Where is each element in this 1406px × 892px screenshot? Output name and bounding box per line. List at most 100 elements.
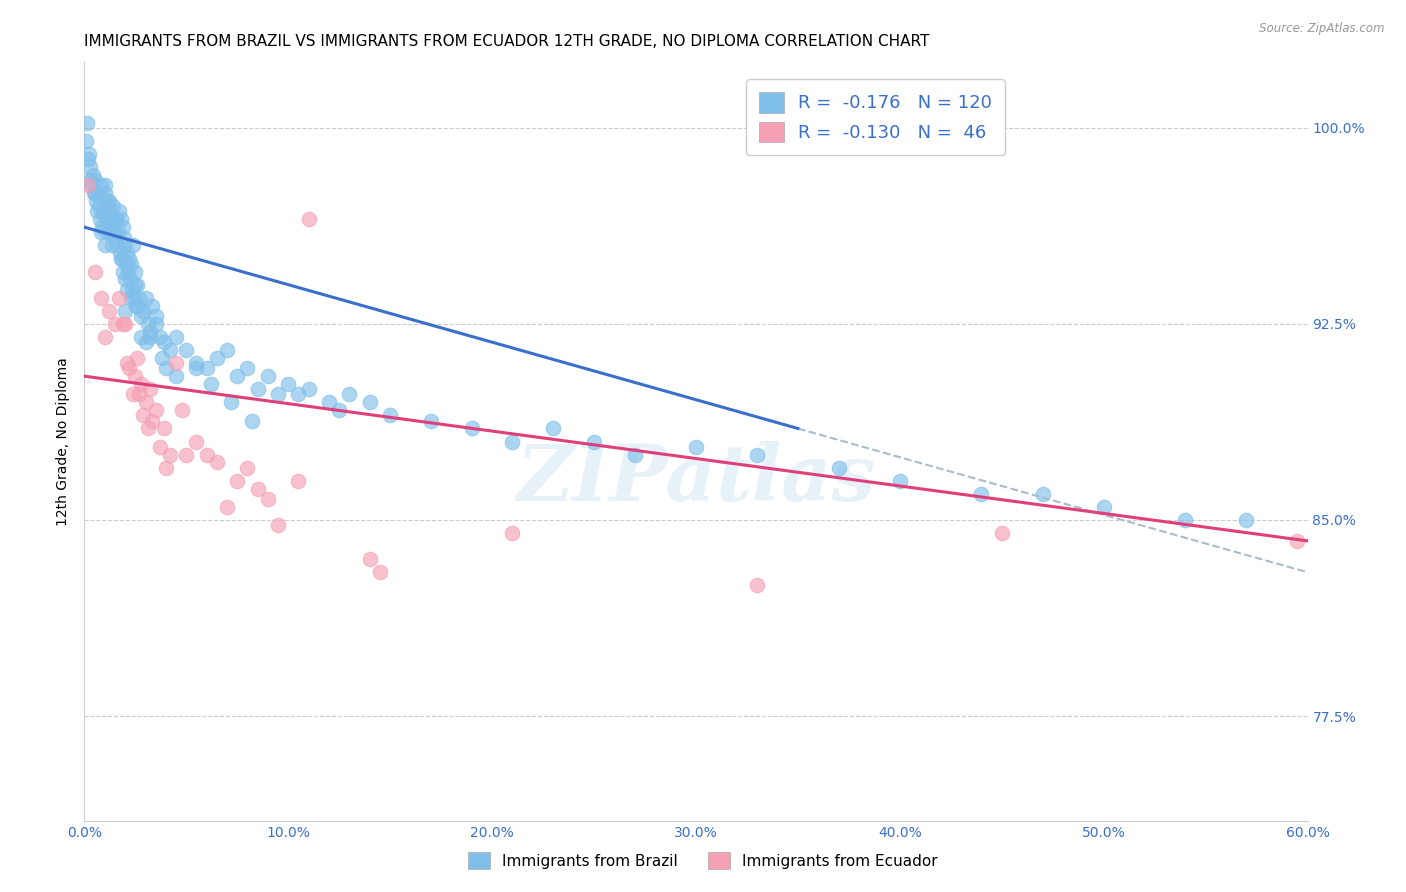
Point	[287, 387, 309, 401]
Point	[125, 299, 148, 313]
Point	[1092, 500, 1115, 514]
Point	[97, 194, 120, 208]
Point	[136, 317, 159, 331]
Point	[141, 299, 163, 313]
Point	[502, 526, 524, 541]
Point	[174, 343, 197, 357]
Point	[277, 377, 299, 392]
Point	[124, 277, 146, 292]
Point	[287, 474, 309, 488]
Point	[991, 526, 1014, 541]
Point	[747, 448, 769, 462]
Point	[186, 361, 208, 376]
Text: IMMIGRANTS FROM BRAZIL VS IMMIGRANTS FROM ECUADOR 12TH GRADE, NO DIPLOMA CORRELA: IMMIGRANTS FROM BRAZIL VS IMMIGRANTS FRO…	[84, 34, 929, 49]
Point	[136, 421, 159, 435]
Point	[114, 317, 136, 331]
Point	[97, 194, 120, 208]
Point	[115, 283, 138, 297]
Text: ZIPatlas: ZIPatlas	[516, 442, 876, 517]
Point	[128, 291, 150, 305]
Point	[127, 351, 149, 365]
Point	[135, 335, 157, 350]
Point	[318, 395, 340, 409]
Point	[108, 204, 131, 219]
Point	[112, 230, 135, 244]
Point	[127, 299, 149, 313]
Point	[104, 212, 127, 227]
Point	[83, 173, 105, 187]
Point	[145, 309, 167, 323]
Point	[138, 330, 160, 344]
Point	[359, 395, 381, 409]
Point	[236, 460, 259, 475]
Point	[159, 448, 181, 462]
Point	[104, 230, 127, 244]
Point	[970, 487, 993, 501]
Point	[112, 317, 135, 331]
Point	[110, 212, 132, 227]
Point	[155, 361, 177, 376]
Point	[257, 491, 280, 506]
Point	[298, 382, 321, 396]
Point	[135, 291, 157, 305]
Point	[100, 226, 122, 240]
Point	[79, 160, 101, 174]
Point	[828, 460, 851, 475]
Point	[83, 186, 105, 201]
Point	[217, 343, 239, 357]
Point	[104, 317, 127, 331]
Point	[195, 448, 218, 462]
Point	[246, 382, 269, 396]
Point	[77, 178, 100, 193]
Point	[110, 252, 132, 266]
Point	[159, 343, 181, 357]
Point	[131, 377, 153, 392]
Point	[138, 382, 160, 396]
Point	[84, 194, 107, 208]
Point	[101, 238, 124, 252]
Point	[153, 335, 176, 350]
Point	[131, 309, 153, 323]
Legend: Immigrants from Brazil, Immigrants from Ecuador: Immigrants from Brazil, Immigrants from …	[463, 846, 943, 875]
Point	[205, 351, 228, 365]
Point	[112, 264, 135, 278]
Point	[83, 186, 105, 201]
Point	[1286, 533, 1309, 548]
Point	[89, 212, 111, 227]
Point	[217, 500, 239, 514]
Point	[155, 460, 177, 475]
Point	[115, 257, 138, 271]
Point	[172, 403, 194, 417]
Point	[359, 552, 381, 566]
Point	[97, 303, 120, 318]
Point	[124, 369, 146, 384]
Point	[145, 403, 167, 417]
Point	[124, 264, 146, 278]
Point	[267, 387, 290, 401]
Point	[186, 434, 208, 449]
Point	[115, 246, 138, 260]
Point	[1236, 513, 1258, 527]
Point	[328, 403, 350, 417]
Point	[153, 421, 176, 435]
Point	[118, 252, 141, 266]
Point	[122, 238, 145, 252]
Point	[149, 440, 172, 454]
Point	[79, 173, 101, 187]
Point	[246, 482, 269, 496]
Point	[236, 361, 259, 376]
Point	[145, 317, 167, 331]
Point	[165, 369, 187, 384]
Point	[112, 220, 135, 235]
Point	[105, 238, 128, 252]
Point	[93, 178, 115, 193]
Point	[120, 272, 142, 286]
Point	[195, 361, 218, 376]
Point	[111, 252, 134, 266]
Point	[368, 566, 391, 580]
Point	[128, 387, 150, 401]
Point	[1032, 487, 1054, 501]
Point	[339, 387, 361, 401]
Point	[380, 409, 402, 423]
Point	[889, 474, 911, 488]
